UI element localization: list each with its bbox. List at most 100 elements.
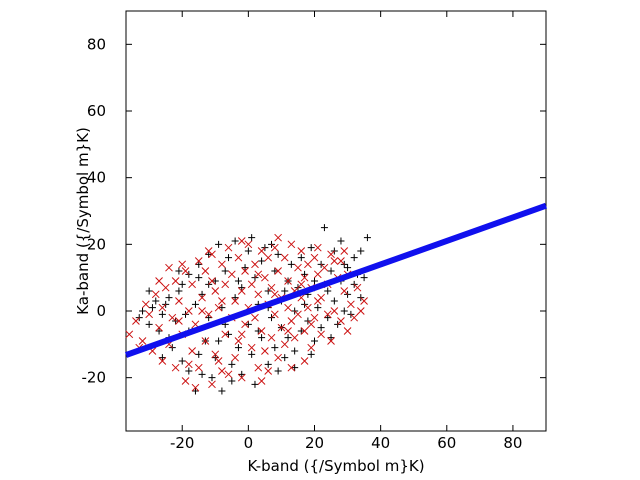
cross-point [132,317,140,325]
cross-point [280,340,289,349]
plus-point [301,270,309,278]
y-tick-label: 60 [87,102,106,120]
cross-point [234,337,243,345]
plus-point [337,237,345,245]
cross-point [138,337,147,345]
cross-point [284,277,292,285]
plus-point [231,237,239,245]
cross-point [284,327,292,335]
cross-point [158,357,167,365]
cross-point [221,280,230,289]
plus-point [244,247,252,255]
cross-point [310,253,319,262]
plus-point [152,297,160,305]
cross-point [181,377,190,385]
cross-point [194,363,203,372]
cross-point [141,300,150,309]
cross-point [208,277,216,285]
cross-point [337,257,345,265]
plus-point [165,294,173,302]
plus-point [271,344,279,352]
plus-point [175,287,183,295]
cross-point [161,283,170,292]
cross-point [241,320,249,329]
cross-point [224,370,233,379]
cross-point [330,257,339,265]
cross-point [171,363,180,372]
cross-point [208,380,216,389]
y-tick-label: -20 [82,369,107,387]
x-tick-label: -20 [170,434,195,452]
plus-point [327,334,335,342]
x-tick-label: 60 [437,434,456,452]
plus-point [320,224,328,232]
plus-point [317,324,325,332]
cross-point [175,317,183,325]
cross-point [274,233,282,242]
plus-point [350,254,358,262]
cross-point [231,297,239,305]
y-tick-label: 80 [87,35,106,53]
y-tick-label: 40 [87,169,106,187]
cross-point [304,303,312,312]
cross-point [323,310,332,319]
plus-point [195,274,203,282]
cross-point [270,290,279,299]
cross-point [294,263,302,272]
cross-point [241,267,249,275]
cross-point [251,313,259,322]
cross-point [237,330,246,339]
plus-point [191,300,199,308]
cross-point [310,313,319,322]
plus-point [344,264,352,272]
cross-point [214,357,223,365]
plus-point [340,307,348,315]
cross-point [297,280,306,289]
cross-point [254,270,263,279]
cross-point [178,260,187,269]
plus-point [357,247,365,255]
plus-point [327,267,335,275]
cross-point [300,327,309,335]
plus-point [291,347,299,355]
cross-point [254,363,263,372]
plus-point [271,267,279,275]
plus-point [238,370,246,378]
cross-point [343,327,352,335]
plus-point [155,327,163,335]
cross-point [257,377,266,385]
plus-point [311,277,319,285]
cross-point [181,267,190,275]
plus-point [158,354,166,362]
cross-point [294,310,302,319]
axis-ticks: -20 0 20 40 60 80 -20 0 20 40 60 80 [82,11,546,452]
plus-point [324,287,332,295]
plus-point [264,360,272,368]
plus-point [215,337,223,345]
cross-point [340,247,349,255]
cross-point [244,240,253,249]
cross-point [171,277,180,285]
x-tick-label: 0 [244,434,254,452]
cross-point [327,337,335,345]
plus-point [234,344,242,352]
cross-point [270,310,279,319]
y-tick-label: 20 [87,235,106,253]
cross-point [264,367,273,375]
x-tick-label: 20 [305,434,324,452]
cross-point [247,280,256,289]
plus-point [148,304,156,312]
plus-point [314,304,322,312]
plus-point [258,257,266,265]
cross-point [340,287,349,295]
plus-point [238,284,246,292]
cross-point [270,243,279,252]
x-tick-label: 80 [503,434,522,452]
plus-point [218,387,226,395]
cross-point [320,263,329,272]
plus-point [228,377,236,385]
cross-point [188,280,196,289]
cross-point [237,287,246,295]
x-tick-label: 40 [371,434,390,452]
plus-point [281,287,289,295]
